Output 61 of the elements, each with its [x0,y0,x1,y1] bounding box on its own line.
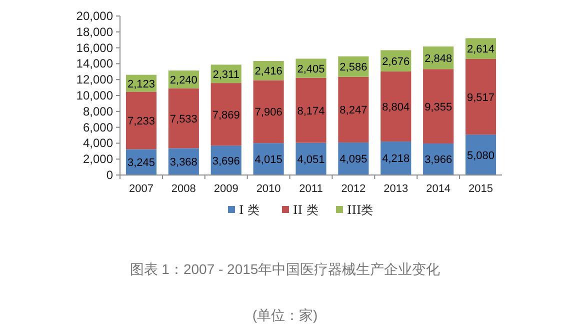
x-tick-label: 2010 [256,183,281,195]
x-tick-label: 2007 [128,183,154,195]
bar [338,76,369,142]
y-tick-label: 8,000 [82,104,114,118]
x-tick-label: 2012 [341,183,366,195]
data-label: 4,095 [340,154,368,166]
x-tick-label: 2009 [214,183,238,195]
bar [380,71,412,142]
x-tick-label: 2013 [384,183,408,195]
legend-label: I 类 [239,203,260,217]
y-tick-label: 2,000 [82,152,114,166]
x-tick-label: 2008 [171,183,196,195]
y-tick-label: 14,000 [76,56,114,71]
text: (单位：家) [252,307,318,323]
data-label: 3,368 [170,156,198,169]
data-label: 7,906 [254,106,282,119]
data-label: 4,051 [297,154,325,166]
data-label: 3,245 [127,157,155,170]
legend-label: II 类 [293,203,318,217]
data-label: 2,848 [424,52,452,65]
data-label: 2,586 [340,62,368,74]
data-label: 2,311 [212,68,240,81]
data-label: 4,015 [254,154,282,166]
text: 图表 1：2007 - 2015年中国医疗器械生产企业变化 [130,261,440,277]
y-tick-label: 6,000 [82,120,114,134]
y-tick-label: 20,000 [76,9,114,23]
y-tick-label: 16,000 [76,40,114,55]
data-label: 9,355 [424,101,452,114]
data-label: 8,174 [297,105,325,118]
x-tick-label: 2015 [468,183,494,195]
y-tick-label: 12,000 [76,72,114,87]
bar [253,80,284,144]
bar [296,78,326,143]
bar [210,83,242,146]
data-label: 5,080 [467,150,495,162]
bar [168,88,199,148]
bar [126,92,156,150]
y-tick-label: 0 [106,168,114,182]
data-label: 3,696 [212,155,240,168]
data-label: 2,240 [170,74,198,86]
data-label: 2,405 [297,63,325,76]
data-label: 8,804 [382,101,410,114]
data-label: 7,233 [127,115,155,128]
data-label: 3,966 [424,154,452,166]
data-label: 8,247 [340,104,368,117]
data-label: 2,123 [127,78,155,90]
data-label: 2,614 [467,44,495,56]
bar [466,58,496,135]
data-label: 2,416 [254,66,282,78]
y-tick-label: 4,000 [82,136,114,150]
data-label: 9,517 [467,92,495,104]
data-label: 4,218 [382,153,410,166]
data-label: 2,676 [382,56,410,68]
data-label: 7,533 [170,113,198,126]
y-tick-label: 18,000 [76,24,114,39]
bar [423,69,454,144]
y-tick-label: 10,000 [76,88,114,102]
legend-label: III类 [347,203,374,217]
x-tick-label: 2014 [426,183,451,195]
x-tick-label: 2011 [299,183,323,195]
data-label: 7,869 [212,109,240,122]
